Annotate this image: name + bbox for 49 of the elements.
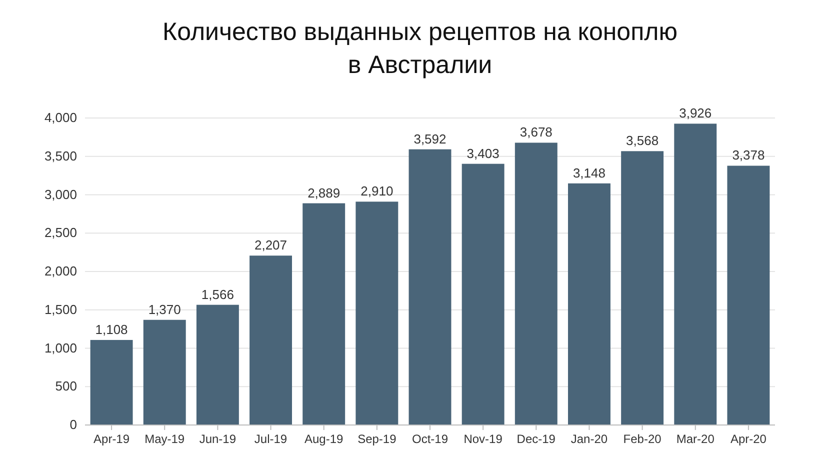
x-tick-label: Nov-19 bbox=[464, 432, 503, 446]
y-tick-label: 0 bbox=[70, 417, 77, 432]
y-tick-label: 2,000 bbox=[44, 264, 77, 278]
data-label: 3,592 bbox=[414, 131, 446, 146]
bar bbox=[462, 164, 504, 425]
data-label: 3,568 bbox=[626, 133, 659, 148]
bar bbox=[356, 202, 398, 425]
x-tick-label: Dec-19 bbox=[516, 432, 556, 446]
y-tick-label: 1,000 bbox=[44, 340, 77, 356]
x-tick-label: Jun-19 bbox=[199, 432, 236, 446]
data-label: 2,207 bbox=[254, 238, 288, 253]
bar bbox=[568, 183, 610, 425]
bar bbox=[514, 142, 558, 425]
bar bbox=[674, 124, 717, 425]
data-label: 3,403 bbox=[466, 146, 500, 161]
y-tick-label: 1,500 bbox=[44, 302, 77, 317]
data-label: 1,566 bbox=[201, 286, 234, 302]
data-label: 3,678 bbox=[520, 124, 552, 140]
x-tick-label: Jul-19 bbox=[254, 432, 288, 446]
x-tick-label: Oct-19 bbox=[412, 432, 448, 446]
y-tick-label: 3,500 bbox=[44, 148, 77, 164]
x-tick-label: Sep-19 bbox=[358, 432, 397, 446]
bar bbox=[621, 151, 664, 425]
y-tick-label: 4,000 bbox=[44, 110, 77, 125]
y-tick-label: 2,500 bbox=[44, 225, 77, 240]
bar bbox=[250, 256, 292, 425]
x-tick-label: Jan-20 bbox=[570, 432, 608, 446]
data-label: 2,889 bbox=[308, 185, 340, 200]
x-tick-label: Aug-19 bbox=[304, 432, 344, 446]
data-label: 3,148 bbox=[572, 165, 606, 180]
data-label: 2,910 bbox=[360, 184, 394, 199]
y-tick-label: 500 bbox=[55, 378, 77, 394]
data-label: 1,108 bbox=[95, 322, 128, 337]
chart-title: Количество выданных рецептов на коноплю в Австралии bbox=[162, 18, 678, 79]
x-tick-label: May-19 bbox=[144, 432, 185, 446]
bar bbox=[143, 320, 186, 425]
bar bbox=[90, 340, 133, 425]
bar bbox=[408, 149, 452, 425]
x-tick-label: Mar-20 bbox=[676, 432, 715, 446]
data-label: 1,370 bbox=[148, 302, 181, 317]
bar bbox=[302, 203, 346, 425]
x-tick-label: Apr-19 bbox=[94, 432, 130, 446]
data-label: 3,926 bbox=[679, 106, 712, 121]
bar bbox=[196, 304, 239, 425]
bar bbox=[727, 166, 770, 425]
y-tick-label: 3,000 bbox=[44, 186, 77, 202]
x-tick-label: Apr-20 bbox=[730, 432, 767, 446]
data-label: 3,378 bbox=[732, 148, 765, 163]
x-tick-label: Feb-20 bbox=[623, 432, 662, 446]
